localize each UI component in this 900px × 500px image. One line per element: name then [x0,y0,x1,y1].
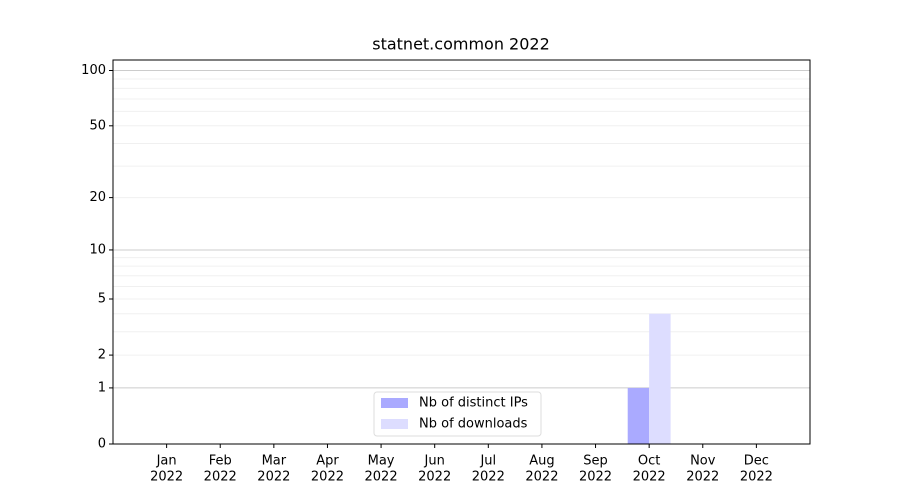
x-tick-label: Jun [424,454,445,469]
x-tick-label: 2022 [472,470,505,485]
x-tick-label: Aug [529,454,554,469]
x-tick-label: Oct [638,454,660,469]
x-tick-label: 2022 [204,470,237,485]
y-tick-label: 50 [89,118,106,133]
legend-label: Nb of downloads [419,417,528,432]
y-tick-label: 0 [98,437,106,452]
x-tick-label: 2022 [418,470,451,485]
legend-box [373,391,542,437]
chart-title: statnet.common 2022 [372,35,550,54]
bar [649,313,671,444]
x-tick-label: May [368,454,395,469]
y-tick-label: 1 [98,380,106,395]
y-tick-label: 100 [81,63,106,78]
legend-label: Nb of distinct IPs [419,396,528,411]
y-tick-label: 5 [98,291,106,306]
y-tick-label: 10 [89,242,106,257]
x-tick-label: 2022 [311,470,344,485]
x-tick-label: 2022 [686,470,719,485]
x-tick-label: 2022 [365,470,398,485]
x-tick-label: Mar [262,454,287,469]
x-tick-label: Jul [479,454,496,469]
legend-swatch [381,419,408,429]
bar [627,387,650,444]
x-tick-label: 2022 [740,470,773,485]
x-tick-label: 2022 [150,470,183,485]
x-tick-label: Feb [209,454,232,469]
x-tick-label: 2022 [633,470,666,485]
plot-frame [112,59,811,445]
y-tick-label: 2 [98,348,106,363]
x-tick-label: Jan [156,454,177,469]
x-tick-label: Nov [690,454,716,469]
x-tick-label: Sep [583,454,608,469]
x-tick-label: 2022 [579,470,612,485]
x-tick-label: 2022 [525,470,558,485]
x-tick-label: 2022 [257,470,290,485]
x-tick-label: Dec [744,454,769,469]
legend-swatch [381,398,408,408]
x-tick-label: Apr [316,454,339,469]
y-tick-label: 20 [89,190,106,205]
